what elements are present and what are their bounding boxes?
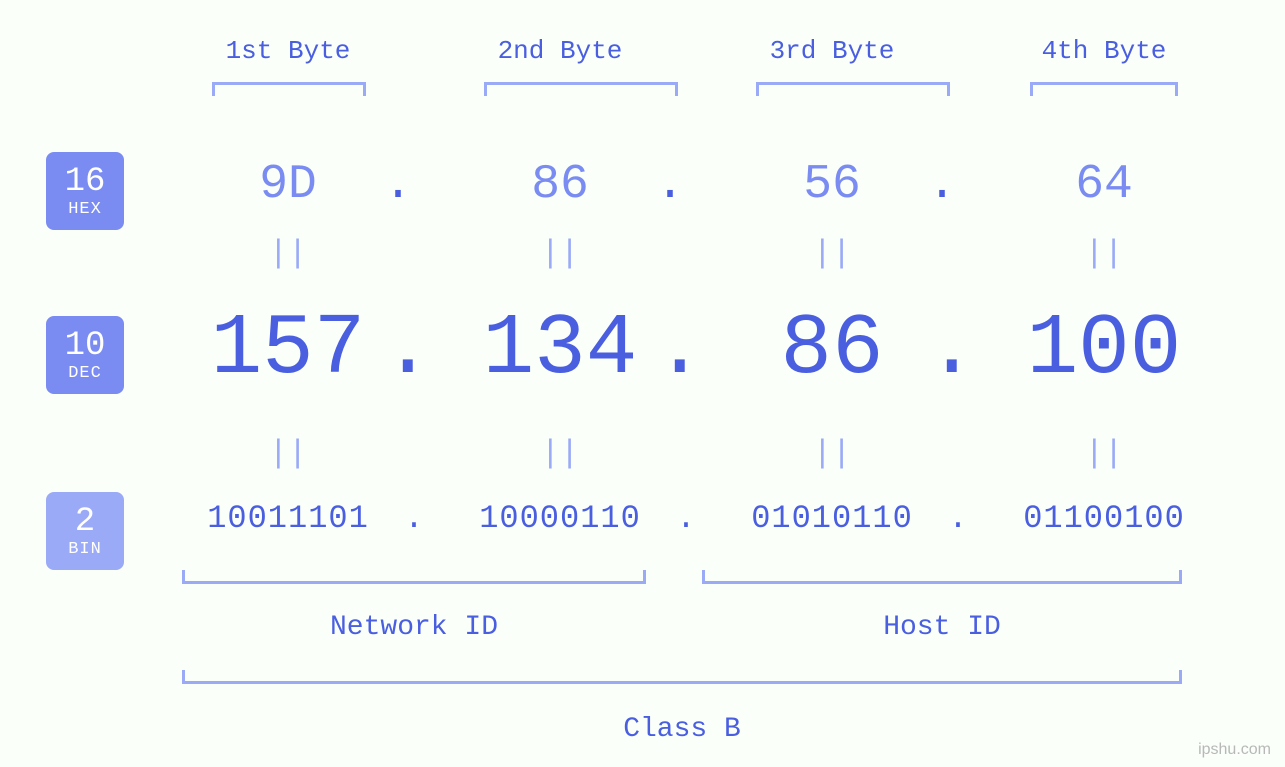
dec-byte-1: 157 (168, 300, 408, 398)
eq-hex-dec-4: || (1074, 235, 1134, 272)
network-id-bracket (182, 570, 646, 584)
eq-hex-dec-1: || (258, 235, 318, 272)
eq-hex-dec-3: || (802, 235, 862, 272)
hex-dot-2: . (654, 158, 686, 212)
hex-byte-2: 86 (440, 158, 680, 212)
hex-dot-1: . (382, 158, 414, 212)
byte-bracket-2 (484, 82, 678, 96)
eq-hex-dec-2: || (530, 235, 590, 272)
bin-byte-2: 10000110 (424, 500, 696, 537)
radix-txt-bin: BIN (68, 541, 102, 558)
eq-dec-bin-3: || (802, 435, 862, 472)
byte-header-4: 4th Byte (984, 36, 1224, 66)
byte-header-3: 3rd Byte (712, 36, 952, 66)
bin-byte-3: 01010110 (696, 500, 968, 537)
hex-byte-4: 64 (984, 158, 1224, 212)
eq-dec-bin-4: || (1074, 435, 1134, 472)
dec-byte-3: 86 (712, 300, 952, 398)
byte-bracket-3 (756, 82, 950, 96)
dec-dot-2: . (654, 300, 686, 398)
bin-byte-4: 01100100 (968, 500, 1240, 537)
hex-dot-3: . (926, 158, 958, 212)
dec-dot-3: . (926, 300, 958, 398)
eq-dec-bin-1: || (258, 435, 318, 472)
radix-num-bin: 2 (75, 505, 95, 539)
radix-txt-dec: DEC (68, 365, 102, 382)
ip-diagram: 1st Byte 2nd Byte 3rd Byte 4th Byte 16 H… (0, 0, 1285, 767)
dec-byte-4: 100 (984, 300, 1224, 398)
eq-dec-bin-2: || (530, 435, 590, 472)
host-id-label: Host ID (702, 612, 1182, 643)
hex-byte-1: 9D (168, 158, 408, 212)
dec-dot-1: . (382, 300, 414, 398)
byte-bracket-1 (212, 82, 366, 96)
watermark: ipshu.com (1198, 741, 1271, 759)
bin-byte-1: 10011101 (152, 500, 424, 537)
radix-badge-hex: 16 HEX (46, 152, 124, 230)
class-label: Class B (182, 714, 1182, 745)
radix-num-hex: 16 (65, 165, 106, 199)
byte-header-2: 2nd Byte (440, 36, 680, 66)
dec-byte-2: 134 (440, 300, 680, 398)
radix-num-dec: 10 (65, 329, 106, 363)
radix-txt-hex: HEX (68, 201, 102, 218)
radix-badge-dec: 10 DEC (46, 316, 124, 394)
hex-byte-3: 56 (712, 158, 952, 212)
network-id-label: Network ID (182, 612, 646, 643)
host-id-bracket (702, 570, 1182, 584)
radix-badge-bin: 2 BIN (46, 492, 124, 570)
byte-header-1: 1st Byte (168, 36, 408, 66)
class-bracket (182, 670, 1182, 684)
byte-bracket-4 (1030, 82, 1178, 96)
